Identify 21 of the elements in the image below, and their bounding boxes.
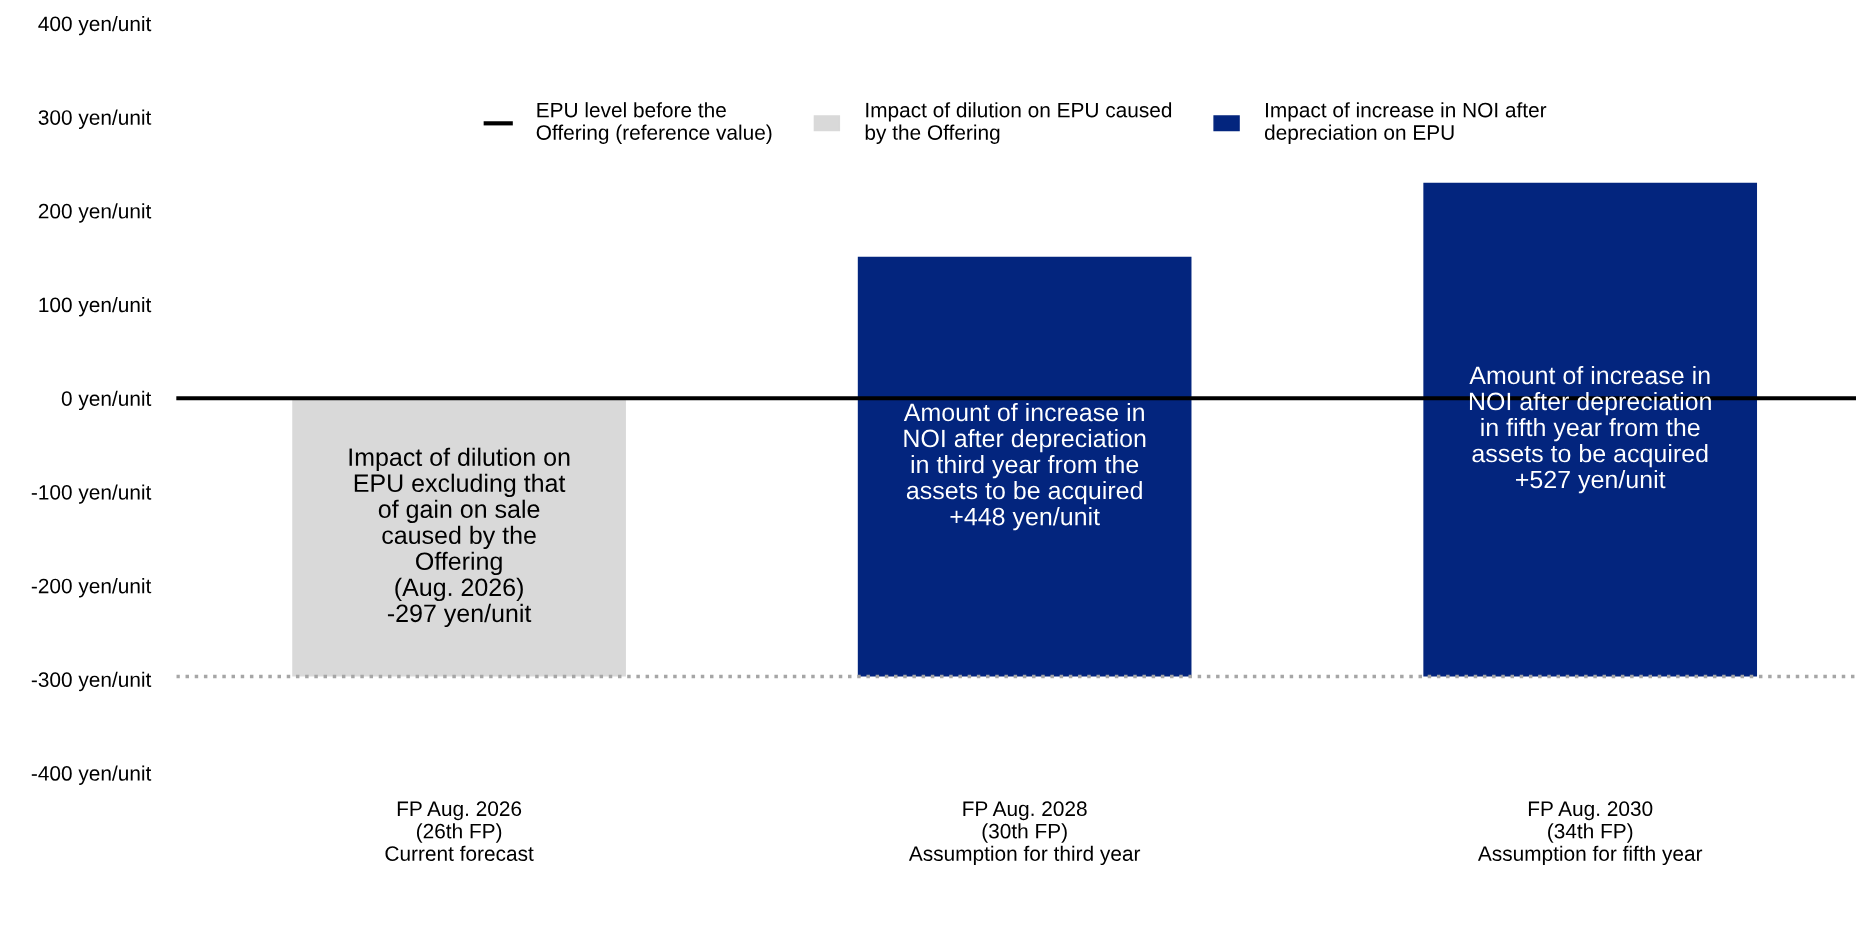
data-label: Amount of increase in NOI after depreciation in fifth year from the assets to be acquired +527 yen/unit (1469, 365, 1711, 494)
data-label: Impact of dilution on EPU excluding that of gain on sale caused by the Offering (Aug. 2026) -297 yen/unit (349, 447, 570, 628)
y-tick-label: 100 yen/unit (39, 296, 152, 317)
x-tick-label: FP Aug. 2026 (26th FP) Current forecast (385, 801, 534, 861)
y-tick-label: 200 yen/unit (38, 203, 152, 223)
y-tick-label: -200 yen/unit (31, 578, 152, 598)
bar (292, 398, 626, 677)
bar (857, 256, 1192, 677)
bar (1423, 182, 1758, 677)
y-tick-label: 0 yen/unit (61, 390, 152, 411)
y-tick-label: 300 yen/unit (38, 109, 152, 129)
legend-label: Impact of increase in NOI after depreciation on EPU (1264, 102, 1547, 144)
x-tick-label: FP Aug. 2030 (34th FP) Assumption for fifth year (1477, 801, 1703, 866)
y-tick-label: -300 yen/unit (31, 671, 152, 692)
y-tick-label: 400 yen/unit (38, 15, 152, 36)
legend-label: EPU level before the Offering (reference value) (536, 102, 772, 144)
data-label: Amount of increase in NOI after depreciation in third year from the assets to be acquired +448 yen/unit (903, 402, 1146, 531)
legend-label: Impact of dilution on EPU caused by the Offering (865, 102, 1172, 144)
y-tick-label: -400 yen/unit (31, 765, 152, 785)
x-tick-label: FP Aug. 2028 (30th FP) Assumption for third year (908, 801, 1141, 866)
y-tick-label: -100 yen/unit (31, 484, 152, 504)
